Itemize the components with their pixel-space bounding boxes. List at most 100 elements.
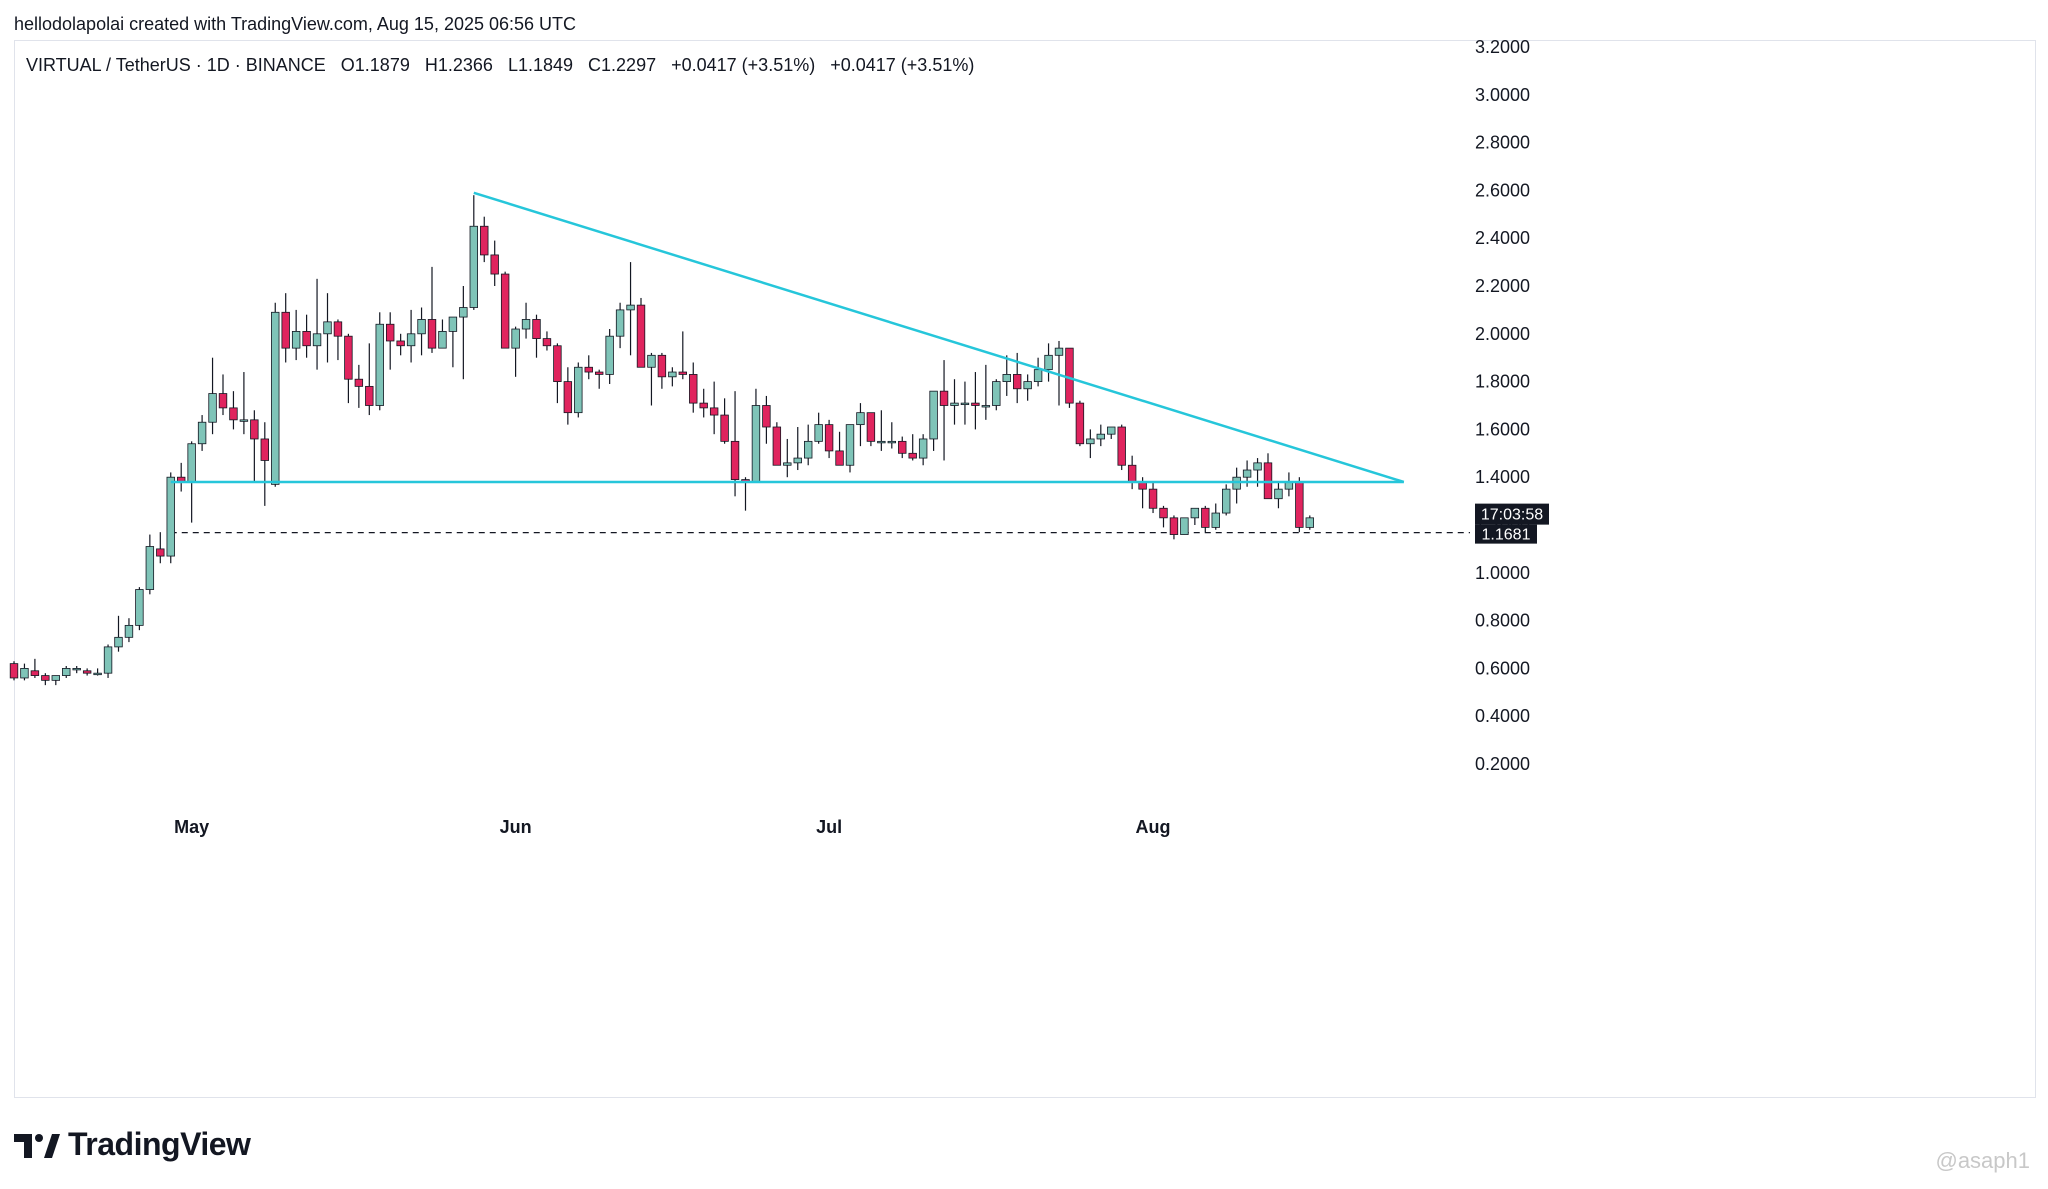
candle-up <box>647 354 656 368</box>
candle-down <box>427 319 437 349</box>
candle-up <box>323 321 332 335</box>
candle-down <box>563 381 573 414</box>
candle-up <box>574 366 583 414</box>
candle-down <box>709 407 719 416</box>
candle-down <box>82 670 92 674</box>
candle-down <box>730 440 740 480</box>
candle-down <box>500 273 510 349</box>
candle-down <box>866 412 876 442</box>
y-tick-label: 1.6000 <box>1475 419 1530 439</box>
candle-down <box>532 319 541 339</box>
candle-down <box>281 311 290 349</box>
candle-up <box>814 424 823 442</box>
candle-up <box>417 319 426 335</box>
y-tick-label: 2.0000 <box>1475 324 1530 344</box>
candle-up <box>804 440 813 459</box>
candle-down <box>835 450 844 466</box>
candle-up <box>312 333 322 347</box>
candle-down <box>689 374 698 404</box>
candle-down <box>762 405 771 428</box>
y-tick-label: 0.8000 <box>1475 611 1530 631</box>
candle-down <box>1013 374 1022 390</box>
ohlc-high: H1.2366 <box>424 55 493 75</box>
x-tick-label: May <box>174 817 209 837</box>
candle-up <box>375 323 384 406</box>
candle-up <box>51 675 60 681</box>
candle-up <box>438 331 447 349</box>
candle-down <box>898 440 907 454</box>
candle-up <box>845 424 855 466</box>
candle-up <box>1002 374 1011 382</box>
candle-down <box>699 402 708 409</box>
y-tick-label: 2.6000 <box>1475 180 1530 200</box>
candle-up <box>751 405 761 483</box>
candle-up <box>1242 469 1252 478</box>
candle-up <box>1044 354 1053 371</box>
ohlc-close: C1.2297 <box>588 55 657 75</box>
candle-down <box>260 438 269 461</box>
candle-up <box>793 457 802 464</box>
candle-down <box>1127 464 1137 483</box>
candle-down <box>385 323 395 342</box>
tradingview-brand[interactable]: TradingView <box>14 1126 251 1163</box>
candle-up <box>1222 488 1231 514</box>
candle-up <box>291 331 301 349</box>
candle-up <box>271 311 280 485</box>
candle-down <box>1295 481 1304 528</box>
y-tick-label: 3.2000 <box>1475 37 1530 57</box>
candle-up <box>605 335 614 375</box>
candle-down <box>344 335 353 380</box>
watermark: @asaph1 <box>1935 1148 2030 1173</box>
candle-up <box>626 304 635 311</box>
y-tick-label: 0.2000 <box>1475 754 1530 774</box>
candle-down <box>553 345 562 382</box>
candle-up <box>1180 517 1189 535</box>
candle-down <box>1201 507 1210 528</box>
candle-up <box>1107 426 1116 435</box>
candle-down <box>30 670 40 676</box>
candle-down <box>229 407 238 421</box>
y-tick-label: 2.8000 <box>1475 133 1530 153</box>
candle-down <box>354 378 364 387</box>
candle-up <box>93 672 102 676</box>
candle-up <box>877 440 886 444</box>
candle-down <box>9 663 19 679</box>
candle-down <box>678 371 687 375</box>
y-tick-label: 1.4000 <box>1475 467 1530 487</box>
chart-caption: hellodolapolai created with TradingView.… <box>14 14 577 34</box>
candle-up <box>166 476 175 557</box>
brand-name: TradingView <box>68 1126 251 1162</box>
candle-up <box>187 443 196 483</box>
candle-down <box>1075 402 1085 445</box>
candle-up <box>406 333 416 347</box>
candle-up <box>521 319 531 330</box>
candle-up <box>981 405 991 408</box>
candle-down <box>1065 347 1074 404</box>
candle-down <box>636 304 646 368</box>
candle-up <box>124 624 134 638</box>
candle-up <box>783 462 792 466</box>
y-tick-label: 2.4000 <box>1475 228 1530 248</box>
candle-down <box>939 390 949 406</box>
candle-down <box>1117 426 1126 466</box>
candle-down <box>1159 507 1168 519</box>
candle-down <box>396 340 405 347</box>
candle-down <box>480 225 489 256</box>
current-price-badge <box>1475 524 1537 544</box>
candle-up <box>511 328 520 349</box>
candle-up <box>668 371 677 378</box>
candle-down <box>595 371 604 375</box>
x-tick-label: Jun <box>500 817 532 837</box>
candle-down <box>1148 488 1158 509</box>
candle-up <box>1054 347 1064 356</box>
symbol-label[interactable]: VIRTUAL / TetherUS · 1D · BINANCE <box>26 55 326 75</box>
ohlc-low: L1.1849 <box>507 55 574 75</box>
candle-down <box>584 366 593 373</box>
change-value-2: +0.0417 (+3.51%) <box>830 55 975 75</box>
candle-up <box>1086 438 1095 445</box>
candle-up <box>950 402 959 406</box>
chart-pane[interactable] <box>14 40 2036 1098</box>
candle-down <box>218 393 228 409</box>
symbol-legend: VIRTUAL / TetherUS · 1D · BINANCE O1.187… <box>26 55 984 76</box>
